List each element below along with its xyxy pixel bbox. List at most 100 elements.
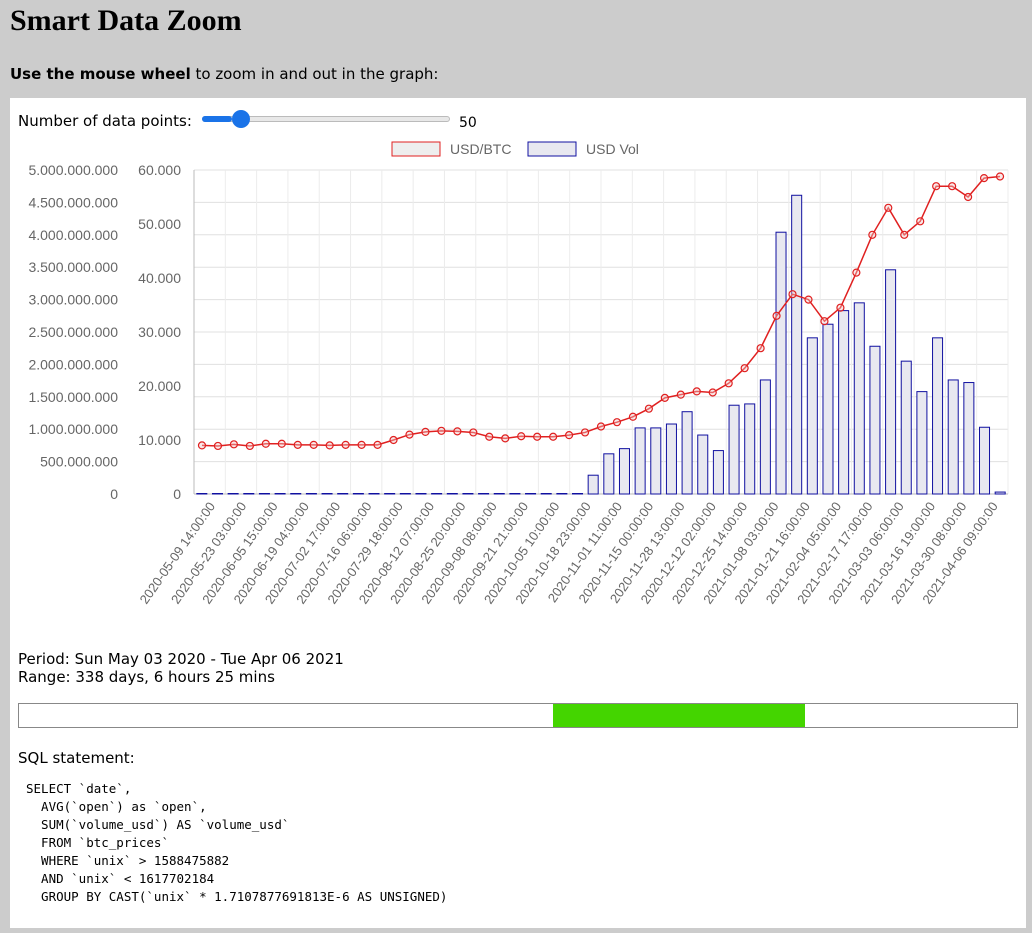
- volume-bar: [509, 493, 521, 495]
- sql-label: SQL statement:: [18, 749, 135, 767]
- btc-price-point: [628, 412, 638, 421]
- slider-thumb[interactable]: [231, 110, 250, 128]
- volume-bar: [885, 269, 897, 495]
- volume-bar: [618, 448, 630, 495]
- btc-price-point: [724, 379, 733, 388]
- volume-bar: [305, 493, 317, 495]
- volume-bar: [352, 493, 364, 495]
- btc-price-point: [389, 435, 398, 445]
- range-selection[interactable]: [552, 704, 806, 727]
- volume-bar: [525, 493, 537, 495]
- btc-price-point: [341, 440, 350, 449]
- volume-bar: [791, 194, 803, 495]
- sql-statement: SELECT `date`, AVG(`open`) as `open`, SU…: [26, 781, 448, 904]
- points-slider[interactable]: [202, 110, 450, 128]
- volume-bar: [196, 493, 208, 495]
- btc-price-point: [485, 432, 494, 441]
- btc-price-point: [948, 182, 957, 191]
- btc-price-point: [932, 182, 941, 191]
- volume-bar: [979, 426, 991, 495]
- volume-bar: [384, 493, 396, 495]
- y-right-tick-label: 60.000: [138, 162, 181, 178]
- btc-price-point: [995, 172, 1005, 181]
- y-left-tick-label: 500.000.000: [40, 454, 118, 470]
- btc-price-point: [501, 434, 510, 443]
- range-bar[interactable]: [18, 703, 1018, 728]
- btc-price-point: [357, 440, 366, 449]
- btc-chart[interactable]: 0 500.000.000 1.000.000.000 1.500.000.000 2.…: [10, 134, 1026, 644]
- y-left-tick-label: 2.500.000.000: [28, 324, 118, 340]
- y-right-tick-label: 0: [173, 486, 181, 502]
- volume-bar: [368, 493, 380, 495]
- btc-price-point: [580, 428, 590, 437]
- btc-price-point: [373, 440, 382, 449]
- btc-price-point: [533, 432, 542, 441]
- volume-bar: [446, 493, 458, 495]
- page-title: Smart Data Zoom: [10, 4, 242, 37]
- btc-price-point: [979, 173, 989, 183]
- volume-bar: [634, 427, 646, 495]
- volume-bar: [478, 493, 490, 495]
- y-right-tick-label: 20.000: [138, 378, 181, 394]
- btc-price-point: [963, 192, 973, 202]
- volume-bar: [290, 493, 302, 495]
- y-left-tick-label: 3.500.000.000: [28, 259, 118, 275]
- btc-price-point: [612, 418, 622, 427]
- volume-bar: [806, 337, 818, 495]
- volume-bar: [869, 345, 881, 495]
- btc-price-point: [788, 290, 797, 299]
- volume-bar: [822, 323, 834, 495]
- btc-price-point: [852, 268, 861, 277]
- btc-price-point: [405, 430, 414, 439]
- btc-price-point: [277, 439, 286, 448]
- y-left-tick-label: 1.500.000.000: [28, 389, 118, 405]
- y-left-tick-label: 5.000.000.000: [28, 162, 118, 178]
- volume-bar: [274, 493, 286, 495]
- btc-price-point: [596, 422, 606, 431]
- volume-bar: [665, 423, 677, 495]
- y-left-tick-label: 2.000.000.000: [28, 356, 118, 372]
- btc-price-point: [772, 311, 781, 320]
- volume-bar: [853, 302, 865, 495]
- volume-bar: [572, 493, 584, 495]
- volume-bar: [947, 379, 959, 495]
- btc-price-point: [740, 364, 749, 373]
- intro-text: Use the mouse wheel to zoom in and out i…: [10, 65, 438, 83]
- volume-bar: [994, 491, 1006, 495]
- volume-bar: [916, 391, 928, 495]
- chart-panel: Number of data points: 50 0 500.000.000 1.…: [10, 98, 1026, 928]
- volume-bar: [697, 434, 709, 495]
- volume-bar: [759, 379, 771, 495]
- points-value: 50: [459, 115, 477, 131]
- volume-bar: [775, 231, 787, 495]
- volume-bar: [728, 404, 740, 495]
- volume-bar: [321, 493, 333, 495]
- legend-label-vol: USD Vol: [586, 141, 639, 157]
- y-right-tick-label: 30.000: [138, 324, 181, 340]
- btc-price-point: [884, 203, 893, 212]
- period-text: Period: Sun May 03 2020 - Tue Apr 06 202…: [18, 650, 344, 668]
- volume-bar: [838, 310, 850, 495]
- btc-price-point: [660, 393, 669, 402]
- btc-price-point: [676, 390, 685, 399]
- y-left-tick-label: 4.000.000.000: [28, 227, 118, 243]
- volume-bar: [431, 493, 443, 495]
- points-label: Number of data points:: [18, 112, 192, 130]
- volume-bar: [744, 403, 756, 495]
- legend-swatch-vol: [527, 141, 577, 157]
- volume-bar: [258, 493, 270, 495]
- btc-price-point: [549, 432, 558, 441]
- volume-bar: [540, 493, 552, 495]
- period-info: Period: Sun May 03 2020 - Tue Apr 06 202…: [18, 650, 344, 686]
- volume-bar: [462, 493, 474, 495]
- volume-bar: [556, 493, 568, 495]
- btc-price-point: [692, 387, 701, 396]
- y-left-tick-label: 0: [110, 486, 118, 502]
- btc-price-point: [309, 440, 318, 449]
- btc-price-point: [245, 441, 254, 451]
- btc-price-point: [564, 431, 574, 440]
- volume-bar: [415, 493, 427, 495]
- btc-price-point: [868, 230, 877, 239]
- btc-price-point: [644, 404, 653, 413]
- intro-bold: Use the mouse wheel: [10, 65, 191, 83]
